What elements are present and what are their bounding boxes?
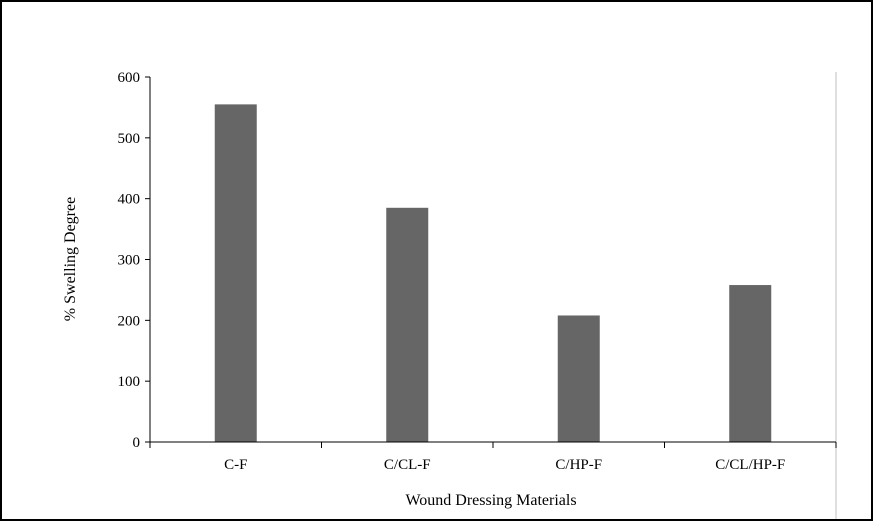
y-tick-label: 100 [118, 374, 141, 390]
bars [214, 104, 772, 442]
y-tick-label: 600 [118, 70, 141, 86]
y-tick-label: 200 [118, 313, 141, 329]
bar-c-f [214, 104, 257, 442]
y-tick-label: 0 [133, 435, 141, 451]
x-axis-title: Wound Dressing Materials [405, 492, 576, 509]
bar-c-cl-hp-f [729, 285, 772, 442]
x-tick-label: C/CL-F [384, 457, 431, 473]
tick-labels: 0 100 200 300 400 500 600 C-F C/CL-F C/HP-F C/CL/H… [118, 70, 786, 473]
y-tick-label: 300 [118, 253, 141, 269]
y-tick-label: 400 [118, 192, 141, 208]
x-tick-label: C-F [224, 457, 247, 473]
bar-c-hp-f [557, 315, 600, 442]
x-tick-label: C/HP-F [555, 457, 602, 473]
y-axis-title: % Swelling Degree [62, 197, 79, 321]
y-tick-label: 500 [118, 131, 141, 147]
bar-c-cl-f [386, 207, 429, 442]
axes [145, 76, 837, 448]
x-tick-label: C/CL/HP-F [715, 457, 785, 473]
